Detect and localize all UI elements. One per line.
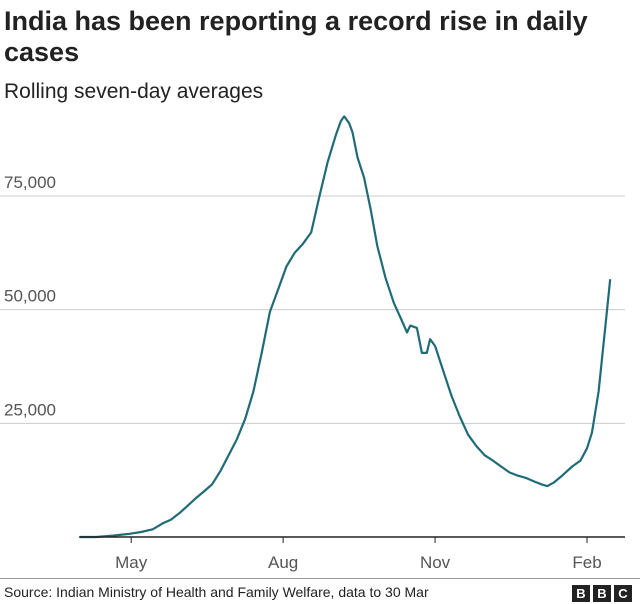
logo-letter: C: [614, 585, 632, 602]
x-tick-label: Aug: [268, 553, 298, 572]
chart-title: India has been reporting a record rise i…: [4, 6, 588, 67]
logo-letter: B: [572, 585, 590, 602]
chart-footer: Source: Indian Ministry of Health and Fa…: [0, 578, 640, 604]
y-tick-label: 50,000: [4, 287, 56, 306]
line-chart: 25,000 50,000 75,000 May Aug Nov Feb: [0, 115, 625, 572]
x-tick-label: Feb: [572, 553, 601, 572]
source-note: Source: Indian Ministry of Health and Fa…: [4, 584, 429, 600]
x-tick-label: May: [115, 553, 148, 572]
x-tick-label: Nov: [420, 553, 451, 572]
chart-subtitle: Rolling seven-day averages: [4, 80, 264, 103]
series-line: [78, 115, 612, 539]
y-tick-label: 75,000: [4, 173, 56, 192]
logo-letter: B: [593, 585, 611, 602]
bbc-logo: B B C: [572, 585, 632, 602]
y-tick-label: 25,000: [4, 400, 56, 419]
